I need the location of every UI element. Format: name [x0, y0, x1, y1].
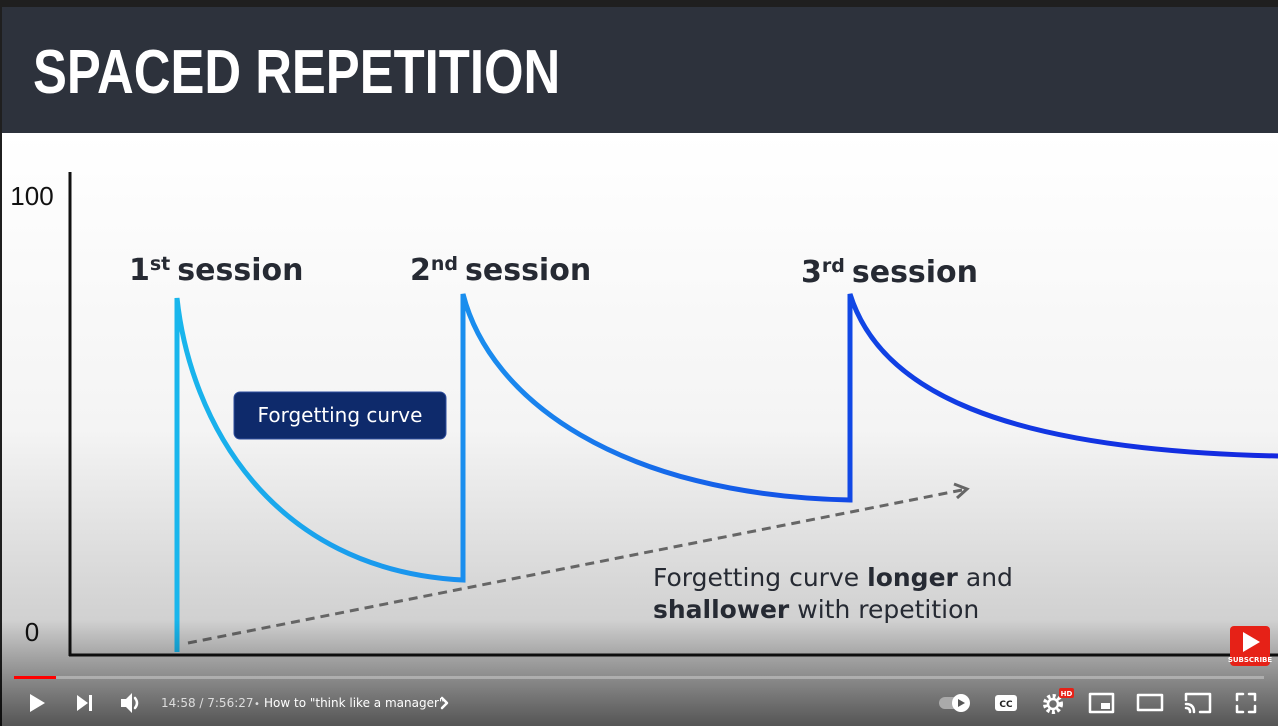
fullscreen-button[interactable] — [1235, 692, 1257, 714]
miniplayer-inner — [1101, 703, 1110, 709]
toggle-icon — [958, 699, 965, 707]
session-number: 2 — [410, 253, 431, 288]
chapter-chevron[interactable] — [440, 696, 449, 710]
axis-label: 100 — [10, 181, 53, 211]
note-text: with repetition — [797, 595, 979, 624]
note-text: Forgetting curve — [653, 563, 859, 592]
session-word: session — [465, 253, 591, 288]
next-icon — [77, 695, 88, 711]
title-band — [2, 7, 1278, 133]
captions-button[interactable]: CC — [995, 695, 1017, 711]
next-button[interactable] — [77, 695, 92, 711]
cc-icon — [995, 695, 1017, 711]
note: Forgetting curve longer and shallower with … — [653, 563, 1013, 624]
miniplayer-icon — [1088, 692, 1115, 714]
callout-box — [233, 391, 447, 440]
separator: • — [254, 699, 260, 710]
controls-shade — [0, 620, 1278, 726]
subscribe-icon — [1243, 632, 1260, 652]
callout-text: Forgetting curve — [258, 403, 423, 427]
session-number: 3 — [801, 255, 822, 290]
cast-button[interactable] — [1184, 692, 1212, 714]
session-label: 1st session — [129, 253, 303, 288]
session-suffix: rd — [822, 255, 845, 277]
forgetting-curve — [174, 293, 1278, 652]
hd-badge — [1059, 688, 1074, 698]
arrow-head — [953, 482, 970, 500]
miniplayer-button[interactable] — [1088, 692, 1115, 714]
session-number: 1 — [129, 253, 150, 288]
subscribe-button[interactable]: SUBSCRIBE — [1228, 626, 1273, 666]
note-emphasis: shallower — [653, 595, 790, 624]
note-line: shallower with repetition — [653, 595, 979, 624]
session-labels: 1st session 2nd session 3rd session — [129, 253, 978, 290]
settings-button[interactable]: HD — [1043, 688, 1074, 714]
cast-waves — [1184, 702, 1196, 714]
hd-text: HD — [1061, 690, 1073, 698]
note-emphasis: longer — [867, 563, 958, 592]
cast-icon — [1184, 692, 1212, 714]
volume-wave — [133, 696, 139, 710]
gear-teeth — [1043, 694, 1063, 714]
session-label: 3rd session — [801, 255, 978, 290]
progress-played — [14, 676, 56, 679]
subscribe-text: SUBSCRIBE — [1228, 656, 1273, 664]
session-suffix: st — [150, 253, 170, 275]
slide-title: SPACED REPETITION — [33, 38, 560, 107]
gear-icon — [1046, 697, 1060, 711]
cc-glyph: CC — [999, 700, 1013, 710]
play-button[interactable] — [30, 694, 45, 712]
note-line: Forgetting curve longer and — [653, 563, 1013, 592]
session-word: session — [177, 253, 303, 288]
progress-track[interactable] — [14, 676, 1264, 679]
theater-button[interactable] — [1136, 693, 1164, 712]
note-text: and — [966, 563, 1013, 592]
session-word: session — [852, 255, 978, 290]
trend-arrow — [187, 488, 963, 645]
volume-icon — [121, 693, 132, 713]
volume-button[interactable] — [121, 693, 139, 713]
session-label: 2nd session — [410, 253, 591, 288]
session-suffix: nd — [431, 253, 458, 275]
autoplay-toggle[interactable] — [939, 694, 970, 712]
chapter-title[interactable]: How to "think like a manager" — [264, 696, 444, 710]
time-display: 14:58 / 7:56:27 — [161, 696, 254, 710]
next-bar — [89, 695, 92, 711]
